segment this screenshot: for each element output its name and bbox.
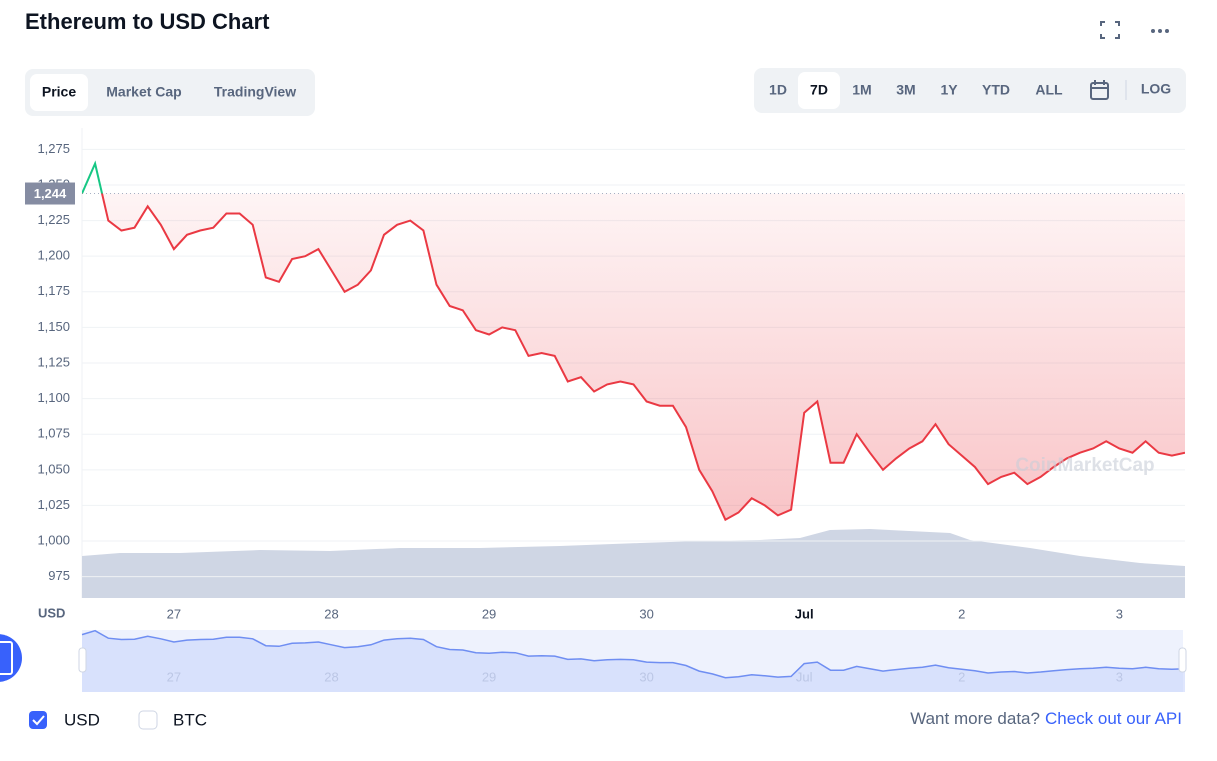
range[interactable]: 1D xyxy=(769,82,787,98)
tab[interactable]: Price xyxy=(42,84,76,100)
y-tick-label: 1,225 xyxy=(37,212,70,227)
range-active xyxy=(798,72,840,109)
x-tick-label: 29 xyxy=(482,606,496,621)
api-link[interactable]: Check out our API xyxy=(1045,709,1182,728)
y-tick-label: 1,150 xyxy=(37,319,70,334)
x-tick-label: 28 xyxy=(324,606,338,621)
tab[interactable]: TradingView xyxy=(214,84,296,100)
range[interactable]: ALL xyxy=(1035,82,1063,98)
y-tick-label: 1,050 xyxy=(37,461,70,476)
tab-bar xyxy=(25,69,315,116)
watermark: CoinMarketCap xyxy=(1015,455,1154,476)
currency-label: BTC xyxy=(173,710,207,729)
checkbox[interactable] xyxy=(138,710,158,730)
y-axis-label: USD xyxy=(38,605,65,620)
y-tick-label: 1,275 xyxy=(37,141,70,156)
plot: 1,244 xyxy=(25,160,1185,522)
tab-active xyxy=(30,74,88,111)
y-tick-label: 1,125 xyxy=(37,354,70,369)
range[interactable]: 1M xyxy=(852,82,871,98)
reference-label: 1,244 xyxy=(34,186,67,201)
checkmark xyxy=(32,715,45,726)
y-tick-label: 1,175 xyxy=(37,283,70,298)
log-toggle[interactable]: LOG xyxy=(1141,81,1171,97)
y-tick-label: 1,100 xyxy=(37,390,70,405)
y-tick-label: 1,075 xyxy=(37,426,70,441)
y-tick-label: 1,025 xyxy=(37,497,70,512)
range[interactable]: YTD xyxy=(982,82,1010,98)
price-line xyxy=(82,193,1185,522)
more-icon[interactable] xyxy=(1151,29,1169,33)
title: Ethereum to USD Chart xyxy=(25,9,270,34)
x-tick-label: 27 xyxy=(167,606,181,621)
x-tick-label: 2 xyxy=(958,606,965,621)
y-tick-label: 1,200 xyxy=(37,248,70,263)
range-bar xyxy=(754,68,1186,113)
volume-area xyxy=(82,529,1185,598)
prompt: Want more data? xyxy=(910,709,1040,728)
range[interactable]: 1Y xyxy=(940,82,958,98)
line-area xyxy=(102,193,1185,520)
legend-label: USD xyxy=(64,710,100,729)
navigator-handle[interactable] xyxy=(1178,647,1187,673)
range[interactable]: 3M xyxy=(896,82,915,98)
x-tick-label: Jul xyxy=(795,606,814,621)
side-icon[interactable] xyxy=(0,634,22,682)
checkbox-checked[interactable] xyxy=(29,711,47,729)
y-tick-label: 1,000 xyxy=(37,532,70,547)
tab[interactable]: Market Cap xyxy=(106,84,181,100)
y-tick-label: 975 xyxy=(48,568,70,583)
x-tick-label: 3 xyxy=(1116,606,1123,621)
range[interactable]: 7D xyxy=(810,82,828,98)
reference-badge xyxy=(25,182,75,205)
fullscreen-icon[interactable] xyxy=(1100,21,1120,39)
navigator-area xyxy=(82,630,1185,692)
x-tick-label: 30 xyxy=(639,606,653,621)
calendar-icon[interactable] xyxy=(1090,80,1109,100)
navigator-handle[interactable] xyxy=(78,647,87,673)
footer-text: Want more data? Check out our API xyxy=(910,709,1182,728)
navigator-line xyxy=(81,629,1186,679)
